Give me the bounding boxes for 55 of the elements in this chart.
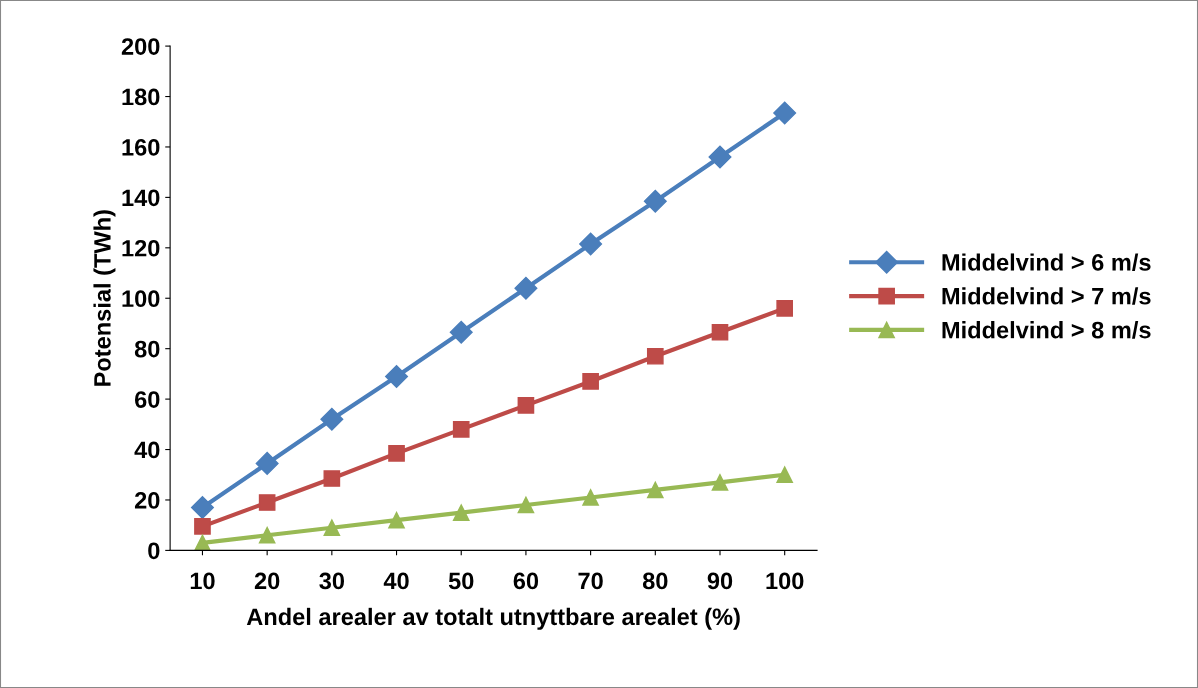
point	[646, 347, 664, 365]
point	[776, 300, 794, 317]
point	[517, 397, 535, 414]
y-tick-label: 60	[135, 391, 160, 408]
x-tick-label: 40	[383, 572, 409, 590]
point	[258, 494, 276, 511]
point	[579, 232, 603, 256]
y-tick-label: 200	[121, 38, 160, 55]
x-tick-label: 80	[642, 572, 668, 590]
point	[320, 407, 344, 431]
x-tick-label: 60	[513, 572, 539, 590]
point	[194, 518, 211, 535]
point	[190, 496, 214, 520]
y-tick-label: 100	[122, 290, 160, 308]
legend-label: Middelvind > 6 m/s	[942, 253, 1151, 272]
point	[711, 473, 729, 491]
y-tick-label: 20	[134, 492, 160, 509]
x-tick-label: 50	[448, 572, 474, 590]
point	[388, 444, 405, 462]
x-tick-label: 20	[254, 572, 280, 590]
point	[258, 526, 276, 544]
x-axis-title: Andel arealer av totalt utnyttbare arealet (%)	[246, 607, 740, 630]
point	[711, 323, 729, 341]
point	[708, 145, 732, 169]
point	[514, 276, 538, 300]
point	[323, 470, 341, 487]
x-tick-label: 100	[766, 572, 804, 590]
y-axis-title: Potensial (TWh)	[93, 210, 116, 386]
y-tick-label: 160	[122, 139, 160, 156]
point	[643, 189, 667, 213]
x-tick-label: 30	[319, 572, 345, 590]
point	[582, 489, 599, 506]
y-tick-label: 120	[122, 239, 160, 257]
point	[582, 373, 599, 390]
legend-label: Middelvind > 7 m/s	[942, 287, 1151, 305]
x-tick-label: 70	[578, 572, 603, 590]
point	[449, 320, 473, 344]
point	[388, 511, 405, 529]
point	[385, 364, 409, 388]
point	[452, 504, 470, 521]
point	[517, 496, 535, 514]
y-tick-label: 180	[122, 88, 160, 106]
point	[255, 451, 279, 475]
x-tick-label: 90	[707, 572, 733, 590]
point	[646, 481, 664, 499]
y-tick-label: 40	[134, 441, 160, 459]
y-tick-label: 80	[134, 340, 160, 358]
legend-label: Middelvind > 8 m/s	[942, 321, 1151, 339]
x-tick-label: 10	[190, 572, 215, 590]
y-tick-label: 0	[148, 542, 160, 560]
point	[776, 466, 794, 484]
point	[452, 421, 470, 438]
point	[773, 101, 797, 125]
y-tick-label: 140	[122, 189, 160, 207]
point	[323, 519, 341, 537]
